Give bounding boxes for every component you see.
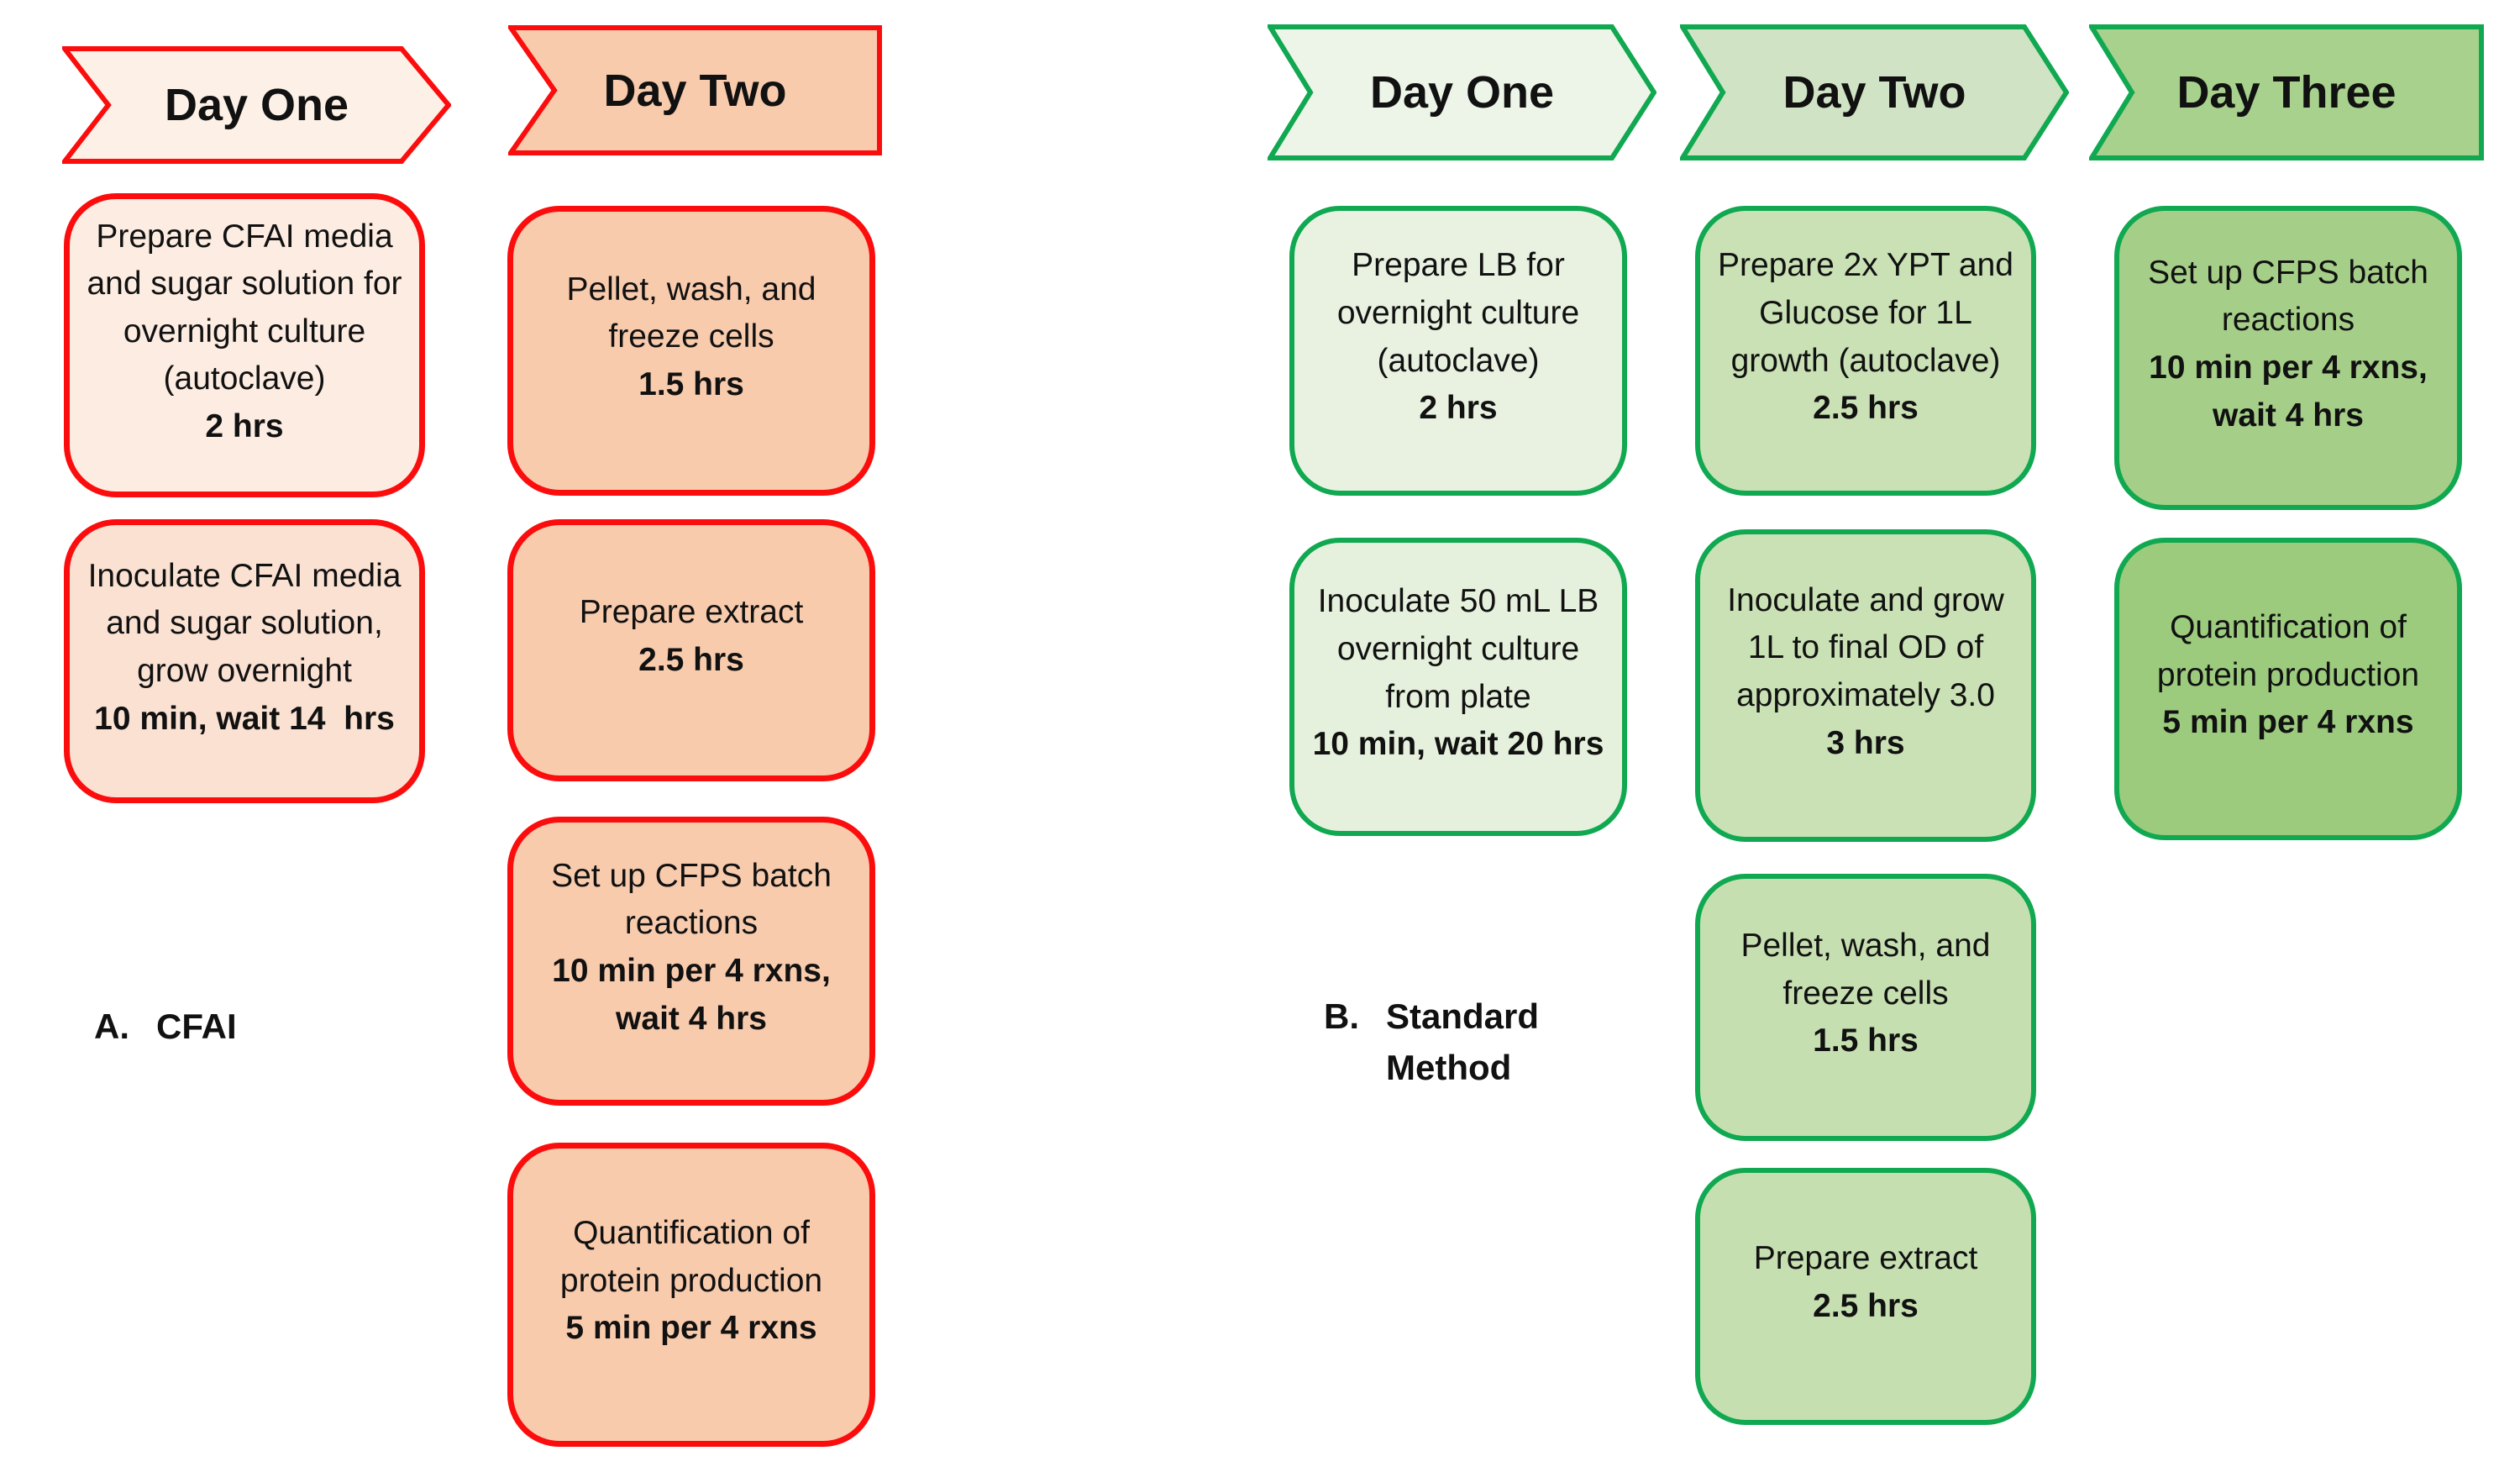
step-text: Prepare extract 2.5 hrs xyxy=(1709,1235,2023,1330)
step-box-b-day2-prepare-ypt: Prepare 2x YPT and Glucose for 1L growth… xyxy=(1695,206,2036,496)
step-text: Pellet, wash, and freeze cells 1.5 hrs xyxy=(530,266,853,409)
step-duration: 2 hrs xyxy=(205,407,284,444)
banner-shape-path xyxy=(1680,24,2069,160)
step-text: Set up CFPS batch reactions 10 min per 4… xyxy=(2128,250,2449,439)
step-box-a-day1-inoculate: Inoculate CFAI media and sugar solution,… xyxy=(64,519,425,803)
step-text: Pellet, wash, and freeze cells 1.5 hrs xyxy=(1709,923,2023,1065)
step-task: Quantification of protein production xyxy=(2156,609,2420,693)
chevron-banner-shape xyxy=(1680,24,2069,160)
step-text: Set up CFPS batch reactions 10 min per 4… xyxy=(530,853,853,1043)
step-box-b-day2-extract: Prepare extract 2.5 hrs xyxy=(1695,1168,2036,1425)
step-duration: 5 min per 4 rxns xyxy=(565,1310,817,1347)
step-box-a-day2-cfps: Set up CFPS batch reactions 10 min per 4… xyxy=(507,817,875,1106)
step-box-b-day2-grow-1l: Inoculate and grow 1L to final OD of app… xyxy=(1695,529,2036,842)
step-task: Prepare 2x YPT and Glucose for 1L growth… xyxy=(1718,247,2013,379)
banner-title: Day One xyxy=(1369,67,1555,118)
step-duration: 10 min per 4 rxns, wait 4 hrs xyxy=(552,953,840,1037)
section-letter: B. xyxy=(1324,996,1359,1036)
step-task: Prepare LB for overnight culture (autocl… xyxy=(1336,247,1580,379)
step-box-b-day3-cfps: Set up CFPS batch reactions 10 min per 4… xyxy=(2114,206,2462,510)
banner-title: Day Two xyxy=(603,65,787,116)
step-box-a-day2-extract: Prepare extract 2.5 hrs xyxy=(507,519,875,781)
step-duration: 2.5 hrs xyxy=(1813,1288,1919,1324)
step-text: Quantification of protein production 5 m… xyxy=(530,1210,853,1353)
section-name: CFAI xyxy=(156,1007,237,1046)
step-duration: 1.5 hrs xyxy=(638,365,744,402)
step-task: Prepare extract xyxy=(579,594,804,631)
step-text: Prepare 2x YPT and Glucose for 1L growth… xyxy=(1709,242,2023,432)
step-box-b-day3-quantification: Quantification of protein production 5 m… xyxy=(2114,538,2462,840)
step-duration: 3 hrs xyxy=(1826,724,1905,761)
step-task: Pellet, wash, and freeze cells xyxy=(1740,928,1991,1012)
banner-day-three-b: Day Three xyxy=(2089,24,2484,160)
step-text: Inoculate CFAI media and sugar solution,… xyxy=(87,553,402,743)
chevron-banner-shape xyxy=(1268,24,1656,160)
flag-banner-shape xyxy=(508,25,882,155)
step-duration: 10 min per 4 rxns, wait 4 hrs xyxy=(2149,350,2437,434)
step-task: Inoculate CFAI media and sugar solution,… xyxy=(87,557,402,689)
step-task: Prepare extract xyxy=(1753,1240,1978,1277)
step-box-b-day1-inoculate: Inoculate 50 mL LB overnight culture fro… xyxy=(1289,538,1627,836)
step-task: Prepare CFAI media and sugar solution fo… xyxy=(87,218,402,397)
step-task: Inoculate and grow 1L to final OD of app… xyxy=(1727,581,2004,713)
step-text: Prepare LB for overnight culture (autocl… xyxy=(1303,242,1614,432)
step-duration: 2.5 hrs xyxy=(638,642,744,678)
step-text: Inoculate and grow 1L to final OD of app… xyxy=(1709,577,2023,767)
step-duration: 10 min, wait 14 hrs xyxy=(94,700,395,737)
section-name: Standard Method xyxy=(1386,996,1540,1087)
chevron-banner-shape xyxy=(62,46,451,164)
step-text: Prepare CFAI media and sugar solution fo… xyxy=(87,213,402,451)
step-duration: 5 min per 4 rxns xyxy=(2162,704,2414,741)
section-label-a: A. CFAI xyxy=(94,1001,237,1053)
step-task: Set up CFPS batch reactions xyxy=(2148,254,2428,339)
banner-title: Day Two xyxy=(1782,67,1966,118)
banner-shape-path xyxy=(1268,24,1656,160)
step-box-b-day1-prepare-lb: Prepare LB for overnight culture (autocl… xyxy=(1289,206,1627,496)
step-task: Quantification of protein production xyxy=(559,1215,823,1299)
step-text: Quantification of protein production 5 m… xyxy=(2128,604,2449,747)
banner-day-two-b: Day Two xyxy=(1680,24,2069,160)
flag-banner-shape xyxy=(2089,24,2484,160)
step-duration: 2 hrs xyxy=(1419,390,1498,427)
section-label-b: B. Standard Method xyxy=(1324,991,1562,1094)
banner-day-one-b: Day One xyxy=(1268,24,1656,160)
step-text: Prepare extract 2.5 hrs xyxy=(530,589,853,684)
banner-title: Day Three xyxy=(2176,67,2397,118)
banner-shape-path xyxy=(508,25,882,155)
step-box-a-day2-quantification: Quantification of protein production 5 m… xyxy=(507,1143,875,1447)
banner-title: Day One xyxy=(164,80,349,130)
step-text: Inoculate 50 mL LB overnight culture fro… xyxy=(1303,578,1614,768)
banner-day-two-a: Day Two xyxy=(508,25,882,155)
step-task: Pellet, wash, and freeze cells xyxy=(566,271,816,355)
banner-shape-path xyxy=(62,46,451,164)
banner-day-one-a: Day One xyxy=(62,46,451,164)
step-task: Inoculate 50 mL LB overnight culture fro… xyxy=(1317,583,1599,715)
section-letter: A. xyxy=(94,1007,129,1046)
step-box-b-day2-pellet: Pellet, wash, and freeze cells 1.5 hrs xyxy=(1695,874,2036,1141)
step-duration: 2.5 hrs xyxy=(1813,390,1919,427)
banner-shape-path xyxy=(2089,24,2484,160)
step-duration: 1.5 hrs xyxy=(1813,1023,1919,1059)
step-task: Set up CFPS batch reactions xyxy=(551,857,832,942)
step-box-a-day1-prepare-media: Prepare CFAI media and sugar solution fo… xyxy=(64,193,425,497)
step-box-a-day2-pellet: Pellet, wash, and freeze cells 1.5 hrs xyxy=(507,206,875,496)
step-duration: 10 min, wait 20 hrs xyxy=(1312,726,1604,763)
